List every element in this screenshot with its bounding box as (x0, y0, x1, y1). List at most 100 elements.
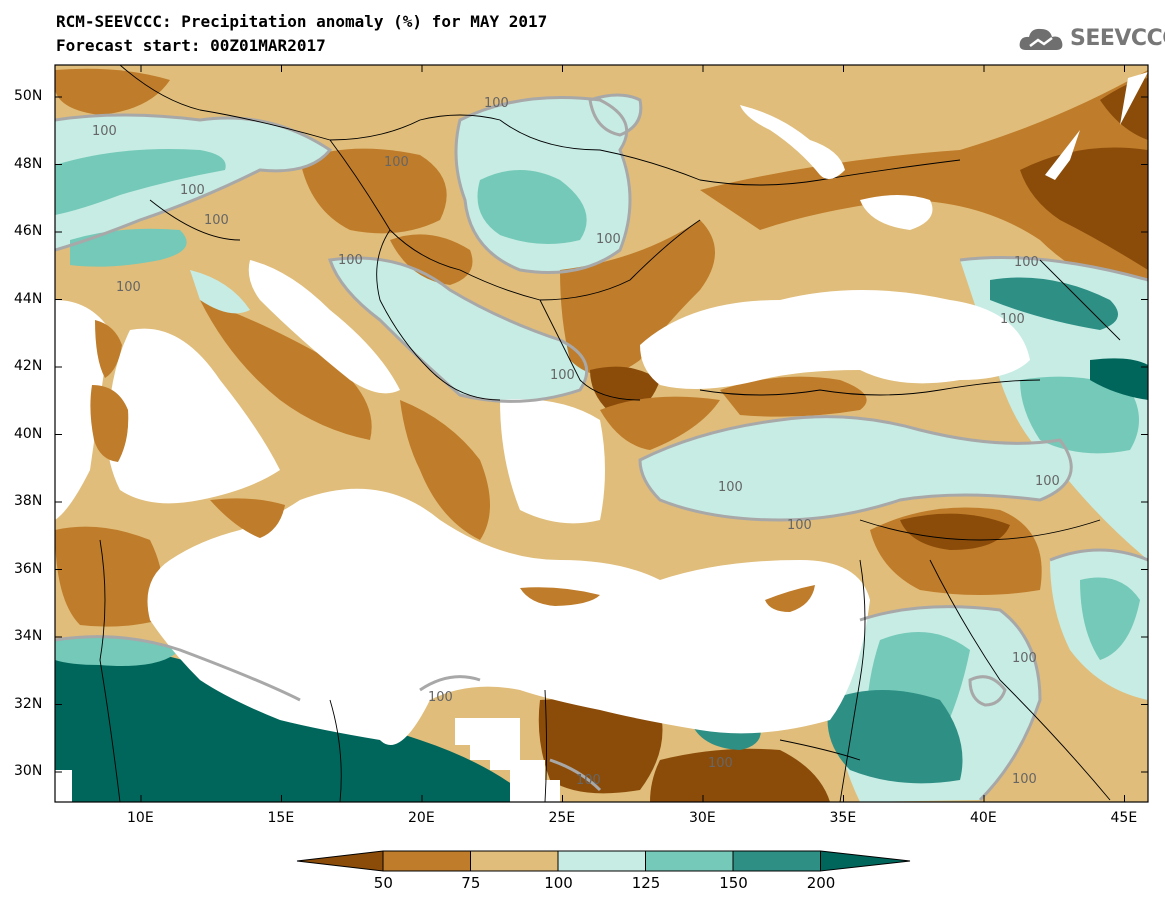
contour-lines-100 (55, 93, 1148, 802)
very-wet-region-jordan (827, 690, 963, 784)
contour-label-1: 100 (484, 96, 509, 111)
dry-region-romania (560, 220, 715, 375)
latitude-label: 42N (14, 358, 43, 374)
black-sea (640, 290, 1030, 389)
longitude-label: 35E (829, 810, 857, 826)
sardinia (90, 385, 129, 462)
colorbar (296, 850, 911, 872)
contour-label-16: 100 (428, 690, 453, 705)
latitude-label: 46N (14, 223, 43, 239)
map-frame (54, 64, 1149, 803)
contour-label-15: 100 (1012, 651, 1037, 666)
volga-reservoir (1120, 72, 1148, 125)
wet-core-iran (1080, 577, 1140, 660)
cloud-icon (1019, 28, 1063, 50)
contour-label-9: 100 (116, 280, 141, 295)
longitude-ticks (140, 65, 1125, 802)
contour-label-13: 100 (1035, 474, 1060, 489)
colorbar-label: 150 (719, 874, 748, 892)
colorbar-segment (470, 850, 559, 872)
no-data-patch-libya (455, 718, 560, 802)
longitude-label: 15E (267, 810, 295, 826)
contour-label-7: 100 (338, 253, 363, 268)
colorbar-label: 50 (373, 874, 393, 892)
longitude-label: 10E (127, 810, 154, 826)
dry-region-central-europe (300, 148, 447, 234)
dry-region-tunisia (55, 526, 164, 627)
dry-region-northeast (700, 70, 1148, 300)
contour-label-2: 100 (92, 124, 117, 139)
colorbar-label: 75 (461, 874, 481, 892)
logo-text: SEEVCCC (1070, 26, 1165, 51)
colorbar-label: 200 (806, 874, 836, 892)
sea-of-azov (860, 195, 933, 230)
latitude-label: 44N (14, 290, 43, 307)
very-wet-region-libya (55, 647, 520, 802)
seevccc-logo: SEEVCCC (1016, 22, 1165, 58)
don-reservoir (1045, 130, 1080, 180)
latitude-label: 32N (14, 695, 43, 712)
latitude-label: 36N (14, 560, 43, 577)
colorbar-label: 100 (544, 874, 573, 892)
contour-label-3: 100 (384, 155, 409, 170)
contour-label-10: 100 (1000, 312, 1025, 327)
map-title: RCM-SEEVCCC: Precipitation anomaly (%) f… (56, 12, 548, 31)
dry-region-north-turkey (720, 376, 867, 417)
contour-label-4: 100 (180, 183, 205, 198)
longitude-label: 20E (408, 810, 435, 826)
contour-label-8: 100 (1014, 255, 1039, 270)
longitude-label: 45E (1110, 810, 1138, 826)
tyrrhenian-sea (106, 328, 281, 504)
latitude-ticks (55, 96, 1148, 773)
country-borders (99, 65, 1121, 802)
contour-label-18: 100 (576, 773, 601, 788)
latitude-label: 30N (14, 763, 43, 779)
colorbar-segment (732, 850, 821, 872)
contour-labels: 100 100 100 100 100 100 100 100 100 100 … (92, 96, 1060, 788)
colorbar-label: 125 (631, 874, 661, 892)
cyprus (765, 585, 815, 612)
colorbar-segment (645, 850, 734, 872)
dry-region-germany (55, 68, 170, 115)
wet-core-alps (55, 149, 226, 215)
latitude-label: 38N (14, 493, 43, 509)
sicily (210, 498, 285, 538)
contour-label-14: 100 (787, 518, 812, 533)
mediterranean-sea-east (147, 488, 870, 745)
wet-region-balkans (330, 258, 587, 402)
very-dry-region-syria (900, 513, 1010, 550)
latitude-label: 50N (14, 88, 43, 104)
wet-region-liguria (190, 270, 250, 314)
crete (520, 587, 600, 606)
longitude-label: 30E (689, 810, 716, 826)
wet-core-caucasus (990, 277, 1118, 330)
wet-region-alps (55, 115, 330, 250)
colorbar-segment (382, 850, 471, 872)
wet-region-tunisia-coast (55, 636, 180, 666)
latitude-label: 34N (14, 628, 43, 644)
dry-region-greece (400, 400, 490, 540)
longitude-label: 25E (548, 810, 576, 826)
colorbar-high-arrow (820, 850, 911, 872)
latitude-label: 48N (14, 155, 43, 172)
very-dry-region-egypt (650, 748, 830, 802)
dry-region-west-turkey (600, 396, 720, 450)
mediterranean-sea-west (55, 300, 110, 520)
colorbar-low-arrow (296, 850, 384, 872)
corsica (95, 320, 122, 378)
contour-label-5: 100 (204, 213, 229, 228)
contour-label-11: 100 (550, 368, 575, 383)
wet-region-po-valley (70, 228, 187, 267)
dry-region-italy (200, 300, 372, 440)
contour-label-17: 100 (708, 756, 733, 771)
colorbar-segment (557, 850, 646, 872)
very-wet-region-azerbaijan (1090, 358, 1148, 400)
aegean-sea (500, 399, 605, 524)
longitude-label: 40E (970, 810, 997, 826)
no-data-patch-west (55, 770, 72, 802)
contour-label-12: 100 (718, 480, 743, 495)
contour-label-19: 100 (1012, 772, 1037, 787)
latitude-label: 40N (14, 425, 43, 442)
wet-region-armenia (1020, 376, 1139, 454)
